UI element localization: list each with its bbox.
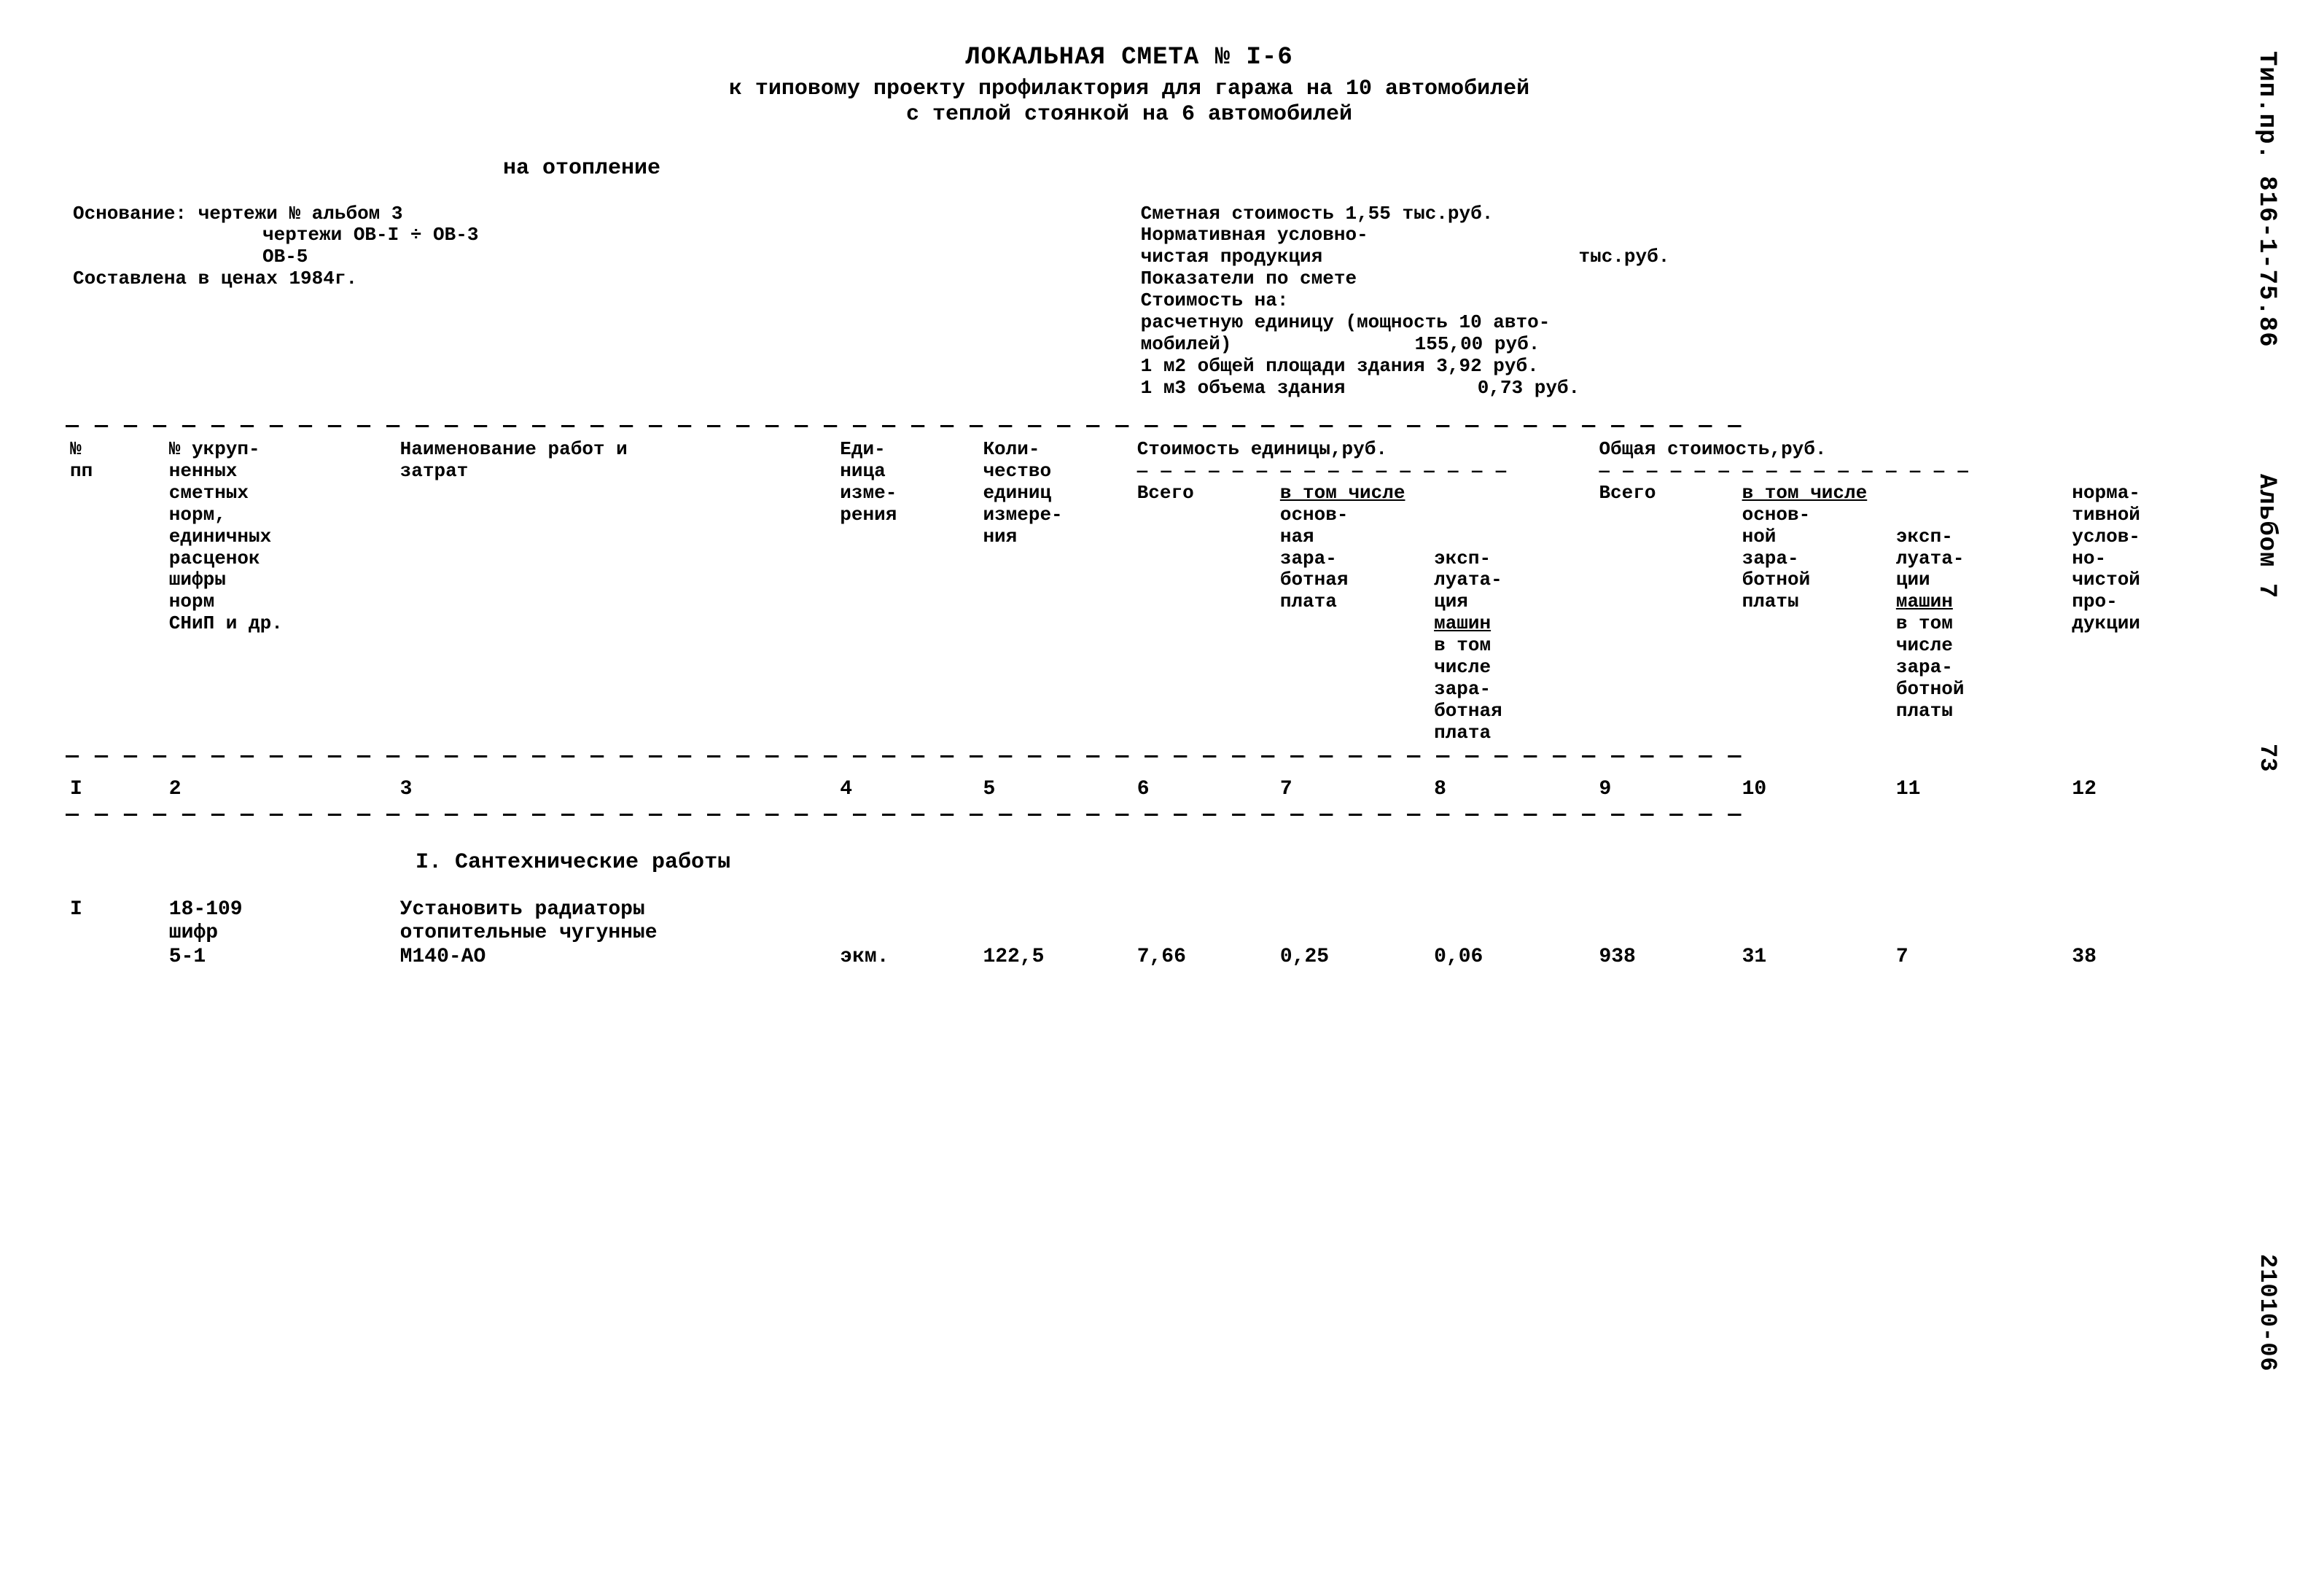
album-label: Альбом 7 bbox=[2252, 474, 2280, 599]
summary-line: мобилей) 155,00 руб. bbox=[1141, 334, 2266, 356]
col-header: № укруп- ненных сметных норм, единичных … bbox=[165, 439, 396, 744]
col-header: основ- ная зара- ботная плата bbox=[1276, 505, 1430, 744]
doc-section: на отопление bbox=[503, 156, 2266, 182]
col-header: основ- ной зара- ботной платы bbox=[1738, 505, 1892, 744]
cell: Установить радиаторы отопительные чугунн… bbox=[396, 897, 836, 970]
section-heading: I. Сантехнические работы bbox=[416, 850, 2266, 876]
basis-block: Основание: чертежи № альбом 3 чертежи ОВ… bbox=[66, 203, 1112, 400]
col-num: 12 bbox=[2067, 776, 2266, 803]
column-number-row: I 2 3 4 5 6 7 8 9 10 11 12 bbox=[66, 776, 2266, 803]
col-num: 11 bbox=[1892, 776, 2067, 803]
cell: I bbox=[66, 897, 165, 970]
col-subgroup: в том числе bbox=[1738, 483, 2068, 505]
col-group-header: Общая стоимость,руб. — — — — — — — — — —… bbox=[1594, 439, 2266, 483]
doc-title: ЛОКАЛЬНАЯ СМЕТА № I-6 bbox=[284, 44, 1974, 72]
cell: 7,66 bbox=[1133, 897, 1276, 970]
col-num: 9 bbox=[1594, 776, 1737, 803]
table-header: № пп № укруп- ненных сметных норм, едини… bbox=[66, 439, 2266, 744]
doc-code-label: Тип.пр. 816-1-75.86 bbox=[2252, 51, 2280, 348]
basis-line: ОВ-5 bbox=[73, 246, 1112, 268]
col-header: № пп bbox=[66, 439, 165, 744]
table-body: I 18-109 шифр 5-1 Установить радиаторы о… bbox=[66, 897, 2266, 970]
summary-line: 1 м3 объема здания 0,73 руб. bbox=[1141, 378, 2266, 400]
col-header: Еди- ница изме- рения bbox=[835, 439, 978, 744]
footer-code: 21010-06 bbox=[2253, 1254, 2280, 1372]
col-header: Коли- чество единиц измере- ния bbox=[978, 439, 1132, 744]
summary-line: чистая продукция тыс.руб. bbox=[1141, 246, 2266, 268]
summary-line: Показатели по смете bbox=[1141, 268, 2266, 290]
page-number: 73 bbox=[2253, 744, 2280, 771]
summary-line: Стоимость на: bbox=[1141, 290, 2266, 312]
basis-line: чертежи ОВ-I ÷ ОВ-3 bbox=[73, 225, 1112, 246]
cell: 31 bbox=[1738, 897, 1892, 970]
col-num: 4 bbox=[835, 776, 978, 803]
doc-subtitle-1: к типовому проекту профилактория для гар… bbox=[284, 77, 1974, 102]
cell: 122,5 bbox=[978, 897, 1132, 970]
col-header: эксп-луата-циямашинв томчислезара-ботная… bbox=[1430, 505, 1594, 744]
col-header: норма- тивной услов- но- чистой про- дук… bbox=[2067, 483, 2266, 744]
summary-line: расчетную единицу (мощность 10 авто- bbox=[1141, 312, 2266, 334]
col-num: 6 bbox=[1133, 776, 1276, 803]
col-header: Всего bbox=[1594, 483, 1737, 744]
col-header: Всего bbox=[1133, 483, 1276, 744]
col-header: Наименование работ и затрат bbox=[396, 439, 836, 744]
summary-line: 1 м2 общей площади здания 3,92 руб. bbox=[1141, 356, 2266, 378]
separator: — — — — — — — — — — — — — — — — — — — — … bbox=[66, 414, 2266, 440]
cell: 0,25 bbox=[1276, 897, 1430, 970]
cell: 18-109 шифр 5-1 bbox=[165, 897, 396, 970]
cell: экм. bbox=[835, 897, 978, 970]
col-num: 10 bbox=[1738, 776, 1892, 803]
summary-line: Нормативная условно- bbox=[1141, 225, 2266, 246]
doc-subtitle-2: с теплой стоянкой на 6 автомобилей bbox=[284, 102, 1974, 128]
summary-line: Сметная стоимость 1,55 тыс.руб. bbox=[1141, 203, 2266, 225]
summary-block: Сметная стоимость 1,55 тыс.руб. Норматив… bbox=[1112, 203, 2266, 400]
col-num: 8 bbox=[1430, 776, 1594, 803]
col-subgroup: в том числе bbox=[1276, 483, 1595, 505]
col-num: 5 bbox=[978, 776, 1132, 803]
cell: 38 bbox=[2067, 897, 2266, 970]
col-num: 3 bbox=[396, 776, 836, 803]
separator: — — — — — — — — — — — — — — — — — — — — … bbox=[66, 744, 2266, 770]
cell: 938 bbox=[1594, 897, 1737, 970]
basis-line: Составлена в ценах 1984г. bbox=[73, 268, 1112, 290]
separator: — — — — — — — — — — — — — — — — — — — — … bbox=[66, 803, 2266, 828]
col-num: 2 bbox=[165, 776, 396, 803]
col-header: эксп-луата-циимашинв томчислезара-ботной… bbox=[1892, 505, 2067, 744]
table-row: I 18-109 шифр 5-1 Установить радиаторы о… bbox=[66, 897, 2266, 970]
basis-line: Основание: чертежи № альбом 3 bbox=[73, 203, 1112, 225]
cell: 7 bbox=[1892, 897, 2067, 970]
cell: 0,06 bbox=[1430, 897, 1594, 970]
col-group-header: Стоимость единицы,руб. — — — — — — — — —… bbox=[1133, 439, 1595, 483]
col-num: I bbox=[66, 776, 165, 803]
col-num: 7 bbox=[1276, 776, 1430, 803]
